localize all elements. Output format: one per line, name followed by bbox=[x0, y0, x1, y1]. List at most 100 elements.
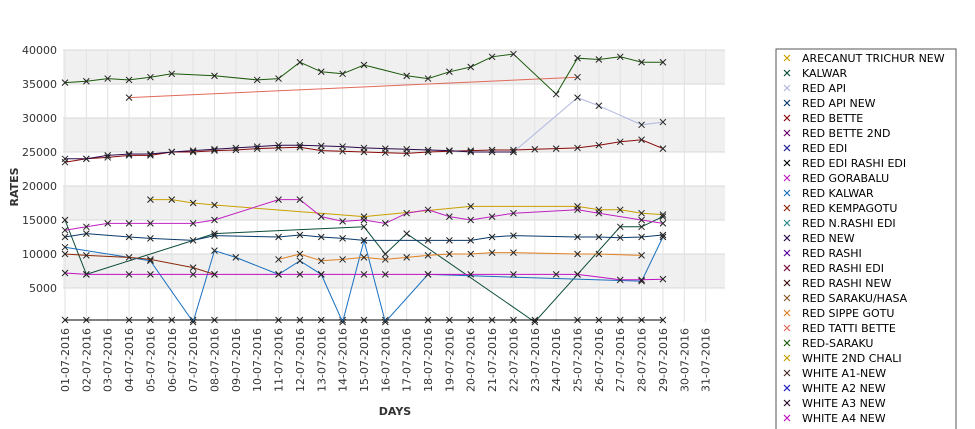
data-point bbox=[638, 233, 645, 241]
data-point bbox=[510, 271, 517, 278]
y-tick-label: 30000 bbox=[22, 112, 57, 125]
data-point bbox=[381, 271, 389, 278]
data-point bbox=[83, 316, 90, 324]
legend-item: RED GORABALU bbox=[783, 172, 889, 185]
data-point bbox=[339, 70, 346, 78]
data-point bbox=[659, 233, 667, 241]
legend-marker bbox=[783, 174, 791, 182]
legend-label: RED RASHI bbox=[802, 247, 862, 260]
data-point bbox=[424, 146, 432, 154]
data-point bbox=[189, 237, 197, 244]
data-point bbox=[638, 252, 645, 259]
x-tick-label: 28-07-2016 bbox=[636, 328, 649, 392]
data-point bbox=[531, 145, 539, 153]
series-kalwar bbox=[61, 213, 667, 326]
legend-label: RED TATTI BETTE bbox=[802, 322, 896, 335]
data-point bbox=[638, 121, 645, 129]
legend-label: RED API bbox=[802, 82, 846, 95]
data-point bbox=[467, 216, 475, 224]
legend-item: RED EDI bbox=[783, 142, 847, 155]
data-point bbox=[510, 148, 517, 156]
data-point bbox=[659, 58, 667, 66]
legend-marker bbox=[783, 54, 791, 62]
data-point bbox=[574, 94, 581, 101]
series-line bbox=[129, 76, 578, 99]
data-point bbox=[510, 50, 517, 58]
x-tick-label: 13-07-2016 bbox=[315, 328, 328, 392]
legend-marker bbox=[783, 69, 791, 77]
data-point bbox=[403, 230, 411, 237]
data-point bbox=[446, 213, 453, 220]
legend-marker bbox=[783, 189, 791, 197]
legend-label: RED BETTE bbox=[802, 112, 863, 125]
data-point bbox=[61, 155, 69, 163]
x-tick-label: 30-07-2016 bbox=[678, 328, 691, 392]
legend-marker bbox=[783, 219, 791, 227]
data-point bbox=[446, 250, 453, 258]
data-point bbox=[616, 53, 624, 61]
legend-item: WHITE A3 NEW bbox=[783, 397, 886, 410]
data-point bbox=[381, 256, 389, 263]
legend-marker bbox=[783, 84, 791, 92]
data-point bbox=[360, 254, 368, 261]
data-point bbox=[467, 63, 475, 71]
series-red-tatti-bette bbox=[125, 73, 581, 101]
data-point bbox=[595, 56, 603, 63]
y-tick-label: 35000 bbox=[22, 78, 57, 91]
data-point bbox=[61, 79, 69, 86]
legend-item: WHITE 2ND CHALI bbox=[783, 352, 902, 365]
x-tick-label: 11-07-2016 bbox=[273, 328, 286, 392]
legend-label: RED RASHI EDI bbox=[802, 262, 884, 275]
data-point bbox=[638, 276, 645, 284]
data-point bbox=[659, 118, 667, 126]
legend-item: RED N.RASHI EDI bbox=[783, 217, 896, 230]
legend-marker bbox=[783, 264, 791, 272]
legend-item: WHITE A1-NEW bbox=[783, 367, 886, 380]
data-point bbox=[211, 147, 218, 154]
data-point bbox=[488, 213, 496, 220]
data-point bbox=[446, 147, 453, 154]
y-tick-label: 15000 bbox=[22, 214, 57, 227]
data-point bbox=[467, 203, 475, 210]
data-point bbox=[616, 234, 624, 242]
legend-label: RED EDI bbox=[802, 142, 847, 155]
legend-label: WHITE A2 NEW bbox=[802, 382, 886, 395]
legend-marker bbox=[783, 369, 791, 377]
legend-marker bbox=[783, 414, 791, 422]
data-point bbox=[531, 316, 539, 324]
data-point bbox=[403, 209, 411, 217]
data-point bbox=[595, 233, 603, 241]
legend-label: RED SARAKU/HASA bbox=[802, 292, 908, 305]
legend-marker bbox=[783, 144, 791, 152]
x-tick-label: 31-07-2016 bbox=[700, 328, 713, 392]
legend-marker bbox=[783, 114, 791, 122]
data-point bbox=[360, 316, 368, 324]
data-point bbox=[339, 256, 346, 263]
legend-item: KALWAR bbox=[783, 67, 847, 80]
data-point bbox=[424, 237, 432, 244]
data-point bbox=[467, 250, 475, 258]
data-point bbox=[317, 257, 325, 265]
data-point bbox=[638, 216, 645, 224]
data-point bbox=[339, 143, 346, 150]
legend-item: RED NEW bbox=[783, 232, 855, 245]
data-point bbox=[296, 141, 304, 149]
data-point bbox=[317, 271, 325, 278]
data-point bbox=[61, 316, 69, 324]
data-point bbox=[189, 220, 197, 227]
data-point bbox=[659, 145, 667, 152]
x-tick-label: 23-07-2016 bbox=[529, 328, 542, 392]
data-point bbox=[360, 223, 368, 231]
x-tick-label: 02-07-2016 bbox=[80, 328, 93, 392]
data-point bbox=[125, 150, 133, 158]
data-point bbox=[275, 144, 282, 152]
y-tick-label: 10000 bbox=[22, 248, 57, 261]
x-tick-label: 25-07-2016 bbox=[572, 328, 585, 392]
data-point bbox=[125, 152, 133, 159]
data-point bbox=[104, 75, 112, 82]
legend-label: RED-SARAKU bbox=[802, 337, 873, 350]
data-point bbox=[381, 220, 389, 227]
x-tick-label: 19-07-2016 bbox=[443, 328, 456, 392]
series-red-new bbox=[61, 141, 517, 163]
data-point bbox=[510, 232, 517, 239]
